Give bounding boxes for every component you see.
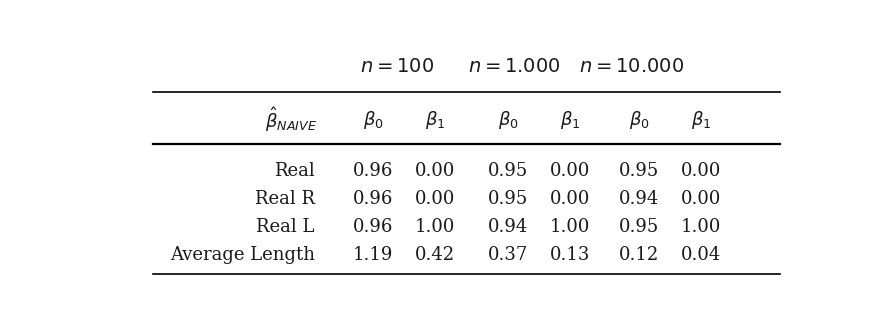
Text: $\beta_1$: $\beta_1$ [560, 109, 580, 131]
Text: 0.12: 0.12 [619, 246, 659, 264]
Text: 0.00: 0.00 [416, 190, 456, 208]
Text: 1.00: 1.00 [681, 217, 721, 235]
Text: 0.04: 0.04 [681, 246, 721, 264]
Text: $n = 10.000$: $n = 10.000$ [579, 58, 684, 76]
Text: $\beta_0$: $\beta_0$ [363, 109, 384, 131]
Text: $n = 100$: $n = 100$ [360, 58, 434, 76]
Text: $\beta_0$: $\beta_0$ [628, 109, 650, 131]
Text: 0.00: 0.00 [681, 190, 721, 208]
Text: 0.13: 0.13 [550, 246, 590, 264]
Text: $\beta_1$: $\beta_1$ [425, 109, 446, 131]
Text: Real: Real [274, 162, 315, 180]
Text: Real L: Real L [256, 217, 315, 235]
Text: 0.96: 0.96 [353, 190, 393, 208]
Text: 0.42: 0.42 [416, 246, 456, 264]
Text: 0.95: 0.95 [488, 190, 528, 208]
Text: 1.00: 1.00 [416, 217, 456, 235]
Text: 0.95: 0.95 [619, 217, 659, 235]
Text: 0.00: 0.00 [416, 162, 456, 180]
Text: 0.00: 0.00 [550, 190, 590, 208]
Text: 0.96: 0.96 [353, 162, 393, 180]
Text: 0.96: 0.96 [353, 217, 393, 235]
Text: $\hat{\beta}_{NAIVE}$: $\hat{\beta}_{NAIVE}$ [264, 105, 317, 134]
Text: 0.00: 0.00 [681, 162, 721, 180]
Text: 0.95: 0.95 [619, 162, 659, 180]
Text: $\beta_0$: $\beta_0$ [498, 109, 518, 131]
Text: 0.94: 0.94 [488, 217, 528, 235]
Text: 1.00: 1.00 [550, 217, 590, 235]
Text: Real R: Real R [255, 190, 315, 208]
Text: $n = 1.000$: $n = 1.000$ [468, 58, 561, 76]
Text: 0.00: 0.00 [550, 162, 590, 180]
Text: 1.19: 1.19 [353, 246, 393, 264]
Text: 0.94: 0.94 [619, 190, 659, 208]
Text: 0.95: 0.95 [488, 162, 528, 180]
Text: 0.37: 0.37 [488, 246, 528, 264]
Text: $\beta_1$: $\beta_1$ [691, 109, 711, 131]
Text: Average Length: Average Length [170, 246, 315, 264]
